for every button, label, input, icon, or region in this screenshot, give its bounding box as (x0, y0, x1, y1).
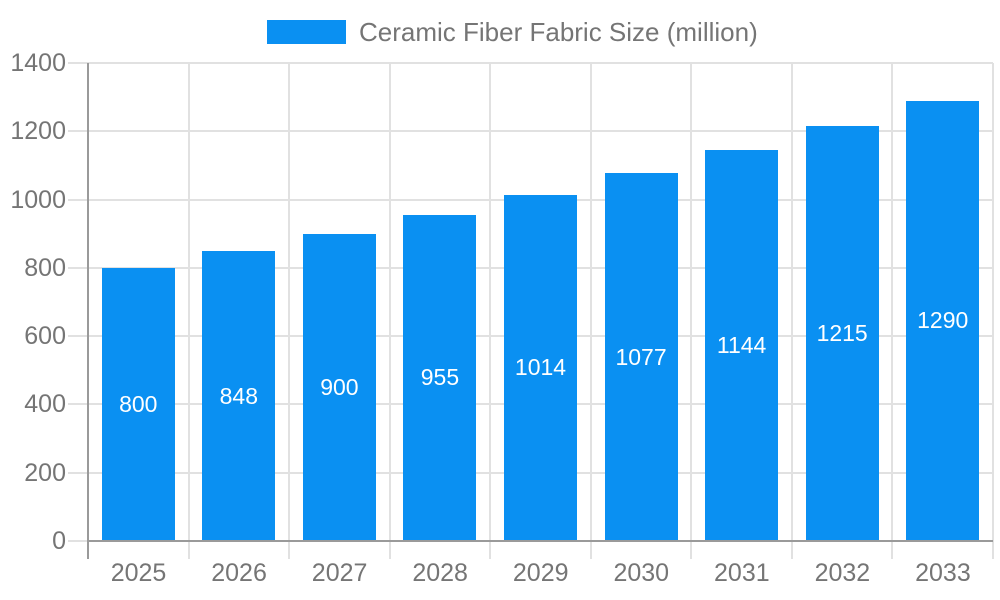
bar-value-label: 800 (119, 390, 158, 417)
bar-value-label: 848 (219, 382, 259, 409)
y-axis-tick-label: 200 (24, 458, 66, 487)
legend: Ceramic Fiber Fabric Size (million) (267, 17, 758, 47)
bar-2028[interactable]: 955 (403, 214, 477, 541)
x-axis-tick-label: 2025 (110, 559, 167, 587)
bar-2033[interactable]: 1290 (906, 100, 980, 541)
bar-value-label: 900 (320, 373, 359, 400)
x-axis-tick-label: 2027 (311, 559, 368, 587)
bar-2029[interactable]: 1014 (504, 194, 577, 541)
y-axis-tick-label: 400 (24, 390, 66, 419)
legend-label: Ceramic Fiber Fabric Size (million) (359, 16, 758, 47)
x-axis-tick-label: 2032 (814, 559, 871, 587)
x-axis-tick-label: 2029 (512, 559, 569, 587)
bar-2025[interactable]: 800 (101, 267, 175, 541)
v-gridline (690, 63, 693, 559)
v-gridline (790, 63, 793, 559)
y-axis-tick-label: 1000 (10, 185, 66, 214)
bar-value-label: 1144 (716, 332, 767, 359)
bar-value-label: 1215 (816, 320, 868, 347)
v-gridline (589, 63, 592, 559)
bar-2031[interactable]: 1144 (705, 150, 779, 541)
bar-value-label: 955 (420, 364, 460, 391)
x-axis-tick-label: 2030 (613, 559, 670, 587)
x-axis-tick-label: 2028 (412, 559, 468, 587)
y-axis-tick-label: 800 (24, 253, 66, 282)
y-axis-tick-label: 1200 (10, 117, 66, 146)
x-axis-tick-label: 2031 (714, 559, 770, 587)
x-axis-line (88, 540, 993, 542)
plot-area: 800 848 900 955 1014 1077 1144 1215 1290 (68, 62, 994, 559)
v-gridline (187, 63, 190, 559)
y-axis-tick-label: 1400 (10, 49, 66, 77)
v-gridline (288, 63, 291, 559)
y-axis-tick-label: 0 (52, 527, 66, 555)
v-gridline (388, 63, 391, 559)
h-gridline (68, 62, 993, 64)
v-gridline (489, 63, 492, 559)
bar-2032[interactable]: 1215 (805, 126, 879, 541)
h-gridline (68, 130, 993, 133)
bar-2027[interactable]: 900 (302, 233, 376, 541)
bar-2026[interactable]: 848 (202, 251, 276, 541)
x-axis-tick-label: 2026 (211, 559, 267, 587)
bar-value-label: 1290 (917, 307, 969, 334)
x-axis-tick-label: 2033 (915, 559, 971, 587)
bar-2030[interactable]: 1077 (604, 173, 678, 541)
y-axis-line (87, 63, 89, 559)
v-gridline (891, 63, 894, 559)
y-axis-tick-label: 600 (24, 322, 66, 351)
bar-value-label: 1077 (615, 343, 667, 370)
bar-value-label: 1014 (514, 354, 567, 381)
legend-swatch (267, 20, 346, 44)
v-gridline (992, 63, 994, 559)
